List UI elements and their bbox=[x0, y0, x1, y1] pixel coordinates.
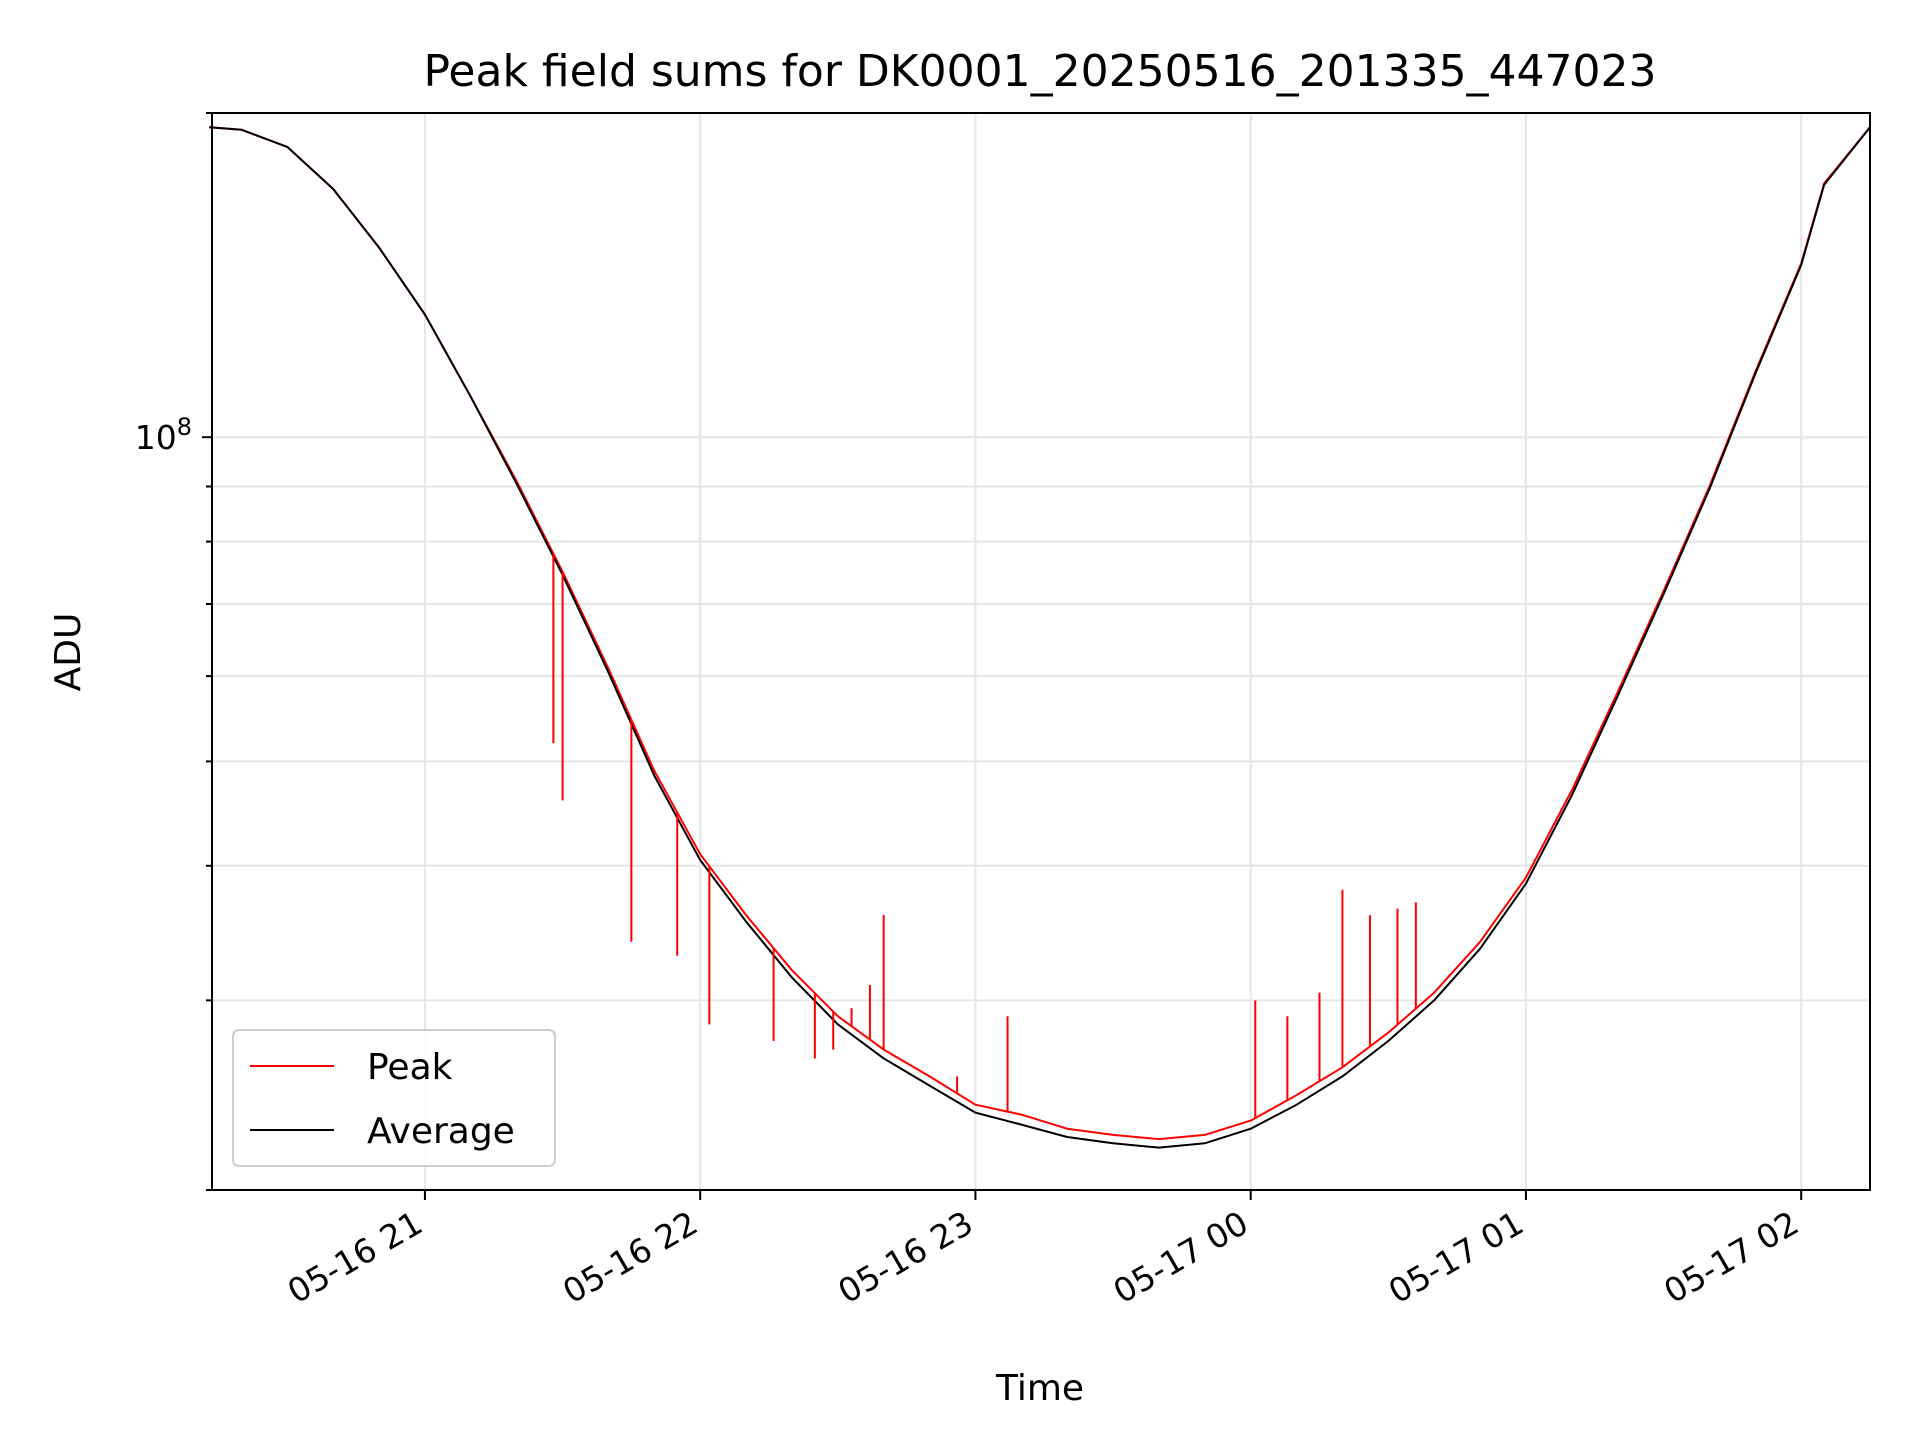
chart-title: Peak field sums for DK0001_20250516_2013… bbox=[423, 46, 1656, 97]
x-tick-label: 05-17 01 bbox=[1382, 1203, 1530, 1311]
x-tick-label: 05-17 00 bbox=[1107, 1203, 1255, 1311]
series-line-peak bbox=[209, 126, 1871, 1141]
x-axis: 05-16 21 05-16 22 05-16 23 05-17 00 05-17 01… bbox=[281, 1190, 1805, 1311]
x-tick-label: 05-16 21 bbox=[281, 1203, 429, 1311]
grid bbox=[212, 112, 1870, 1191]
plot-area bbox=[211, 112, 1871, 1191]
series-line-average bbox=[209, 126, 1871, 1149]
plot-series bbox=[209, 126, 1871, 1149]
x-tick-label: 05-16 22 bbox=[556, 1203, 704, 1311]
x-tick-label: 05-17 02 bbox=[1657, 1203, 1805, 1311]
legend: Peak Average bbox=[232, 1029, 556, 1167]
legend-label-average: Average bbox=[367, 1111, 515, 1152]
y-axis-label: ADU bbox=[48, 613, 89, 692]
x-axis-label: Time bbox=[995, 1368, 1084, 1409]
y-tick-label: 108 bbox=[135, 413, 192, 457]
y-axis: 108 bbox=[135, 112, 212, 1191]
legend-box bbox=[232, 1029, 556, 1167]
x-tick-label: 05-16 23 bbox=[831, 1203, 979, 1311]
legend-label-peak: Peak bbox=[367, 1047, 453, 1088]
